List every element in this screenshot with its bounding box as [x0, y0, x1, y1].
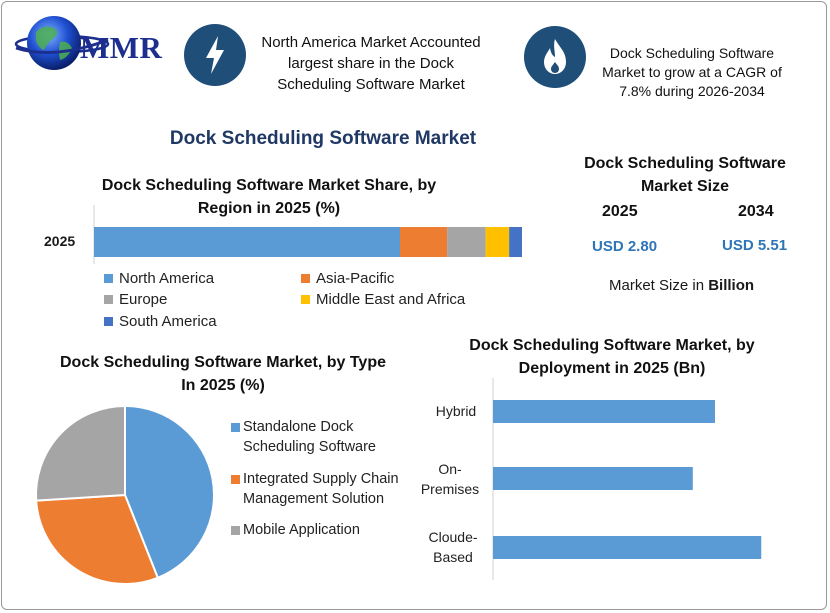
region-chart-title: Dock Scheduling Software Market Share, b…: [101, 177, 437, 217]
market-size-title: Dock Scheduling Software Market Size: [584, 155, 786, 195]
category-label-hybrid: Hybrid: [418, 401, 494, 421]
legend-swatch: [104, 274, 113, 283]
legend-swatch: [104, 295, 113, 304]
legend-label: Integrated Supply Chain Management Solut…: [243, 471, 399, 507]
category-label-line: Premises: [420, 481, 480, 497]
legend-middle-east-africa: Middle East and Africa: [301, 291, 465, 308]
legend-asia-pacific: Asia-Pacific: [301, 270, 394, 287]
deployment-chart-title: Dock Scheduling Software Market, by Depl…: [469, 337, 755, 377]
year-2025: 2025: [602, 203, 638, 220]
info-cagr: Dock Scheduling Software Market to grow …: [602, 45, 782, 99]
brand-name: MMR: [80, 30, 163, 65]
pie-legend-mobile: Mobile Application: [231, 520, 413, 540]
type-chart-title: Dock Scheduling Software Market, by Type…: [60, 354, 386, 394]
market-size-unit: Market Size in Billion: [609, 277, 754, 294]
legend-label: Europe: [119, 291, 168, 308]
legend-swatch: [301, 295, 310, 304]
mmr-logo: MMR: [14, 12, 174, 74]
legend-swatch: [104, 317, 113, 326]
legend-swatch: [231, 475, 240, 484]
pie-slice: [35, 404, 126, 502]
year-2034: 2034: [738, 203, 774, 220]
legend-label: South America: [119, 313, 217, 330]
legend-label: Asia-Pacific: [316, 270, 395, 287]
category-label-line: Cloude-: [428, 529, 478, 545]
region-bar-segment: [509, 227, 522, 257]
unit-prefix: Market Size in: [609, 277, 709, 294]
category-label-cloud-based: Cloude- Based: [418, 527, 488, 567]
info-north-america: North America Market Accounted largest s…: [261, 34, 481, 93]
flame-icon: [524, 26, 586, 88]
value-2034: USD 5.51: [722, 237, 788, 254]
page-title: Dock Scheduling Software Market: [169, 128, 477, 149]
globe-icon: [14, 16, 110, 70]
pie-legend-standalone: Standalone Dock Scheduling Software: [231, 417, 403, 457]
region-bar-segment: [485, 227, 510, 257]
legend-label: Middle East and Africa: [316, 291, 466, 308]
pie-slice: [35, 493, 160, 585]
pie-slice: [124, 404, 215, 580]
region-bar-segment: [400, 227, 448, 257]
region-bar-segment: [94, 227, 401, 257]
legend-swatch: [231, 423, 240, 432]
deployment-bar: [493, 467, 693, 490]
region-bar-category: 2025: [44, 233, 76, 249]
pie-legend-integrated: Integrated Supply Chain Management Solut…: [231, 469, 413, 509]
legend-label: Mobile Application: [243, 522, 360, 538]
category-label-line: On-: [438, 461, 462, 477]
legend-europe: Europe: [104, 291, 167, 308]
legend-south-america: South America: [104, 313, 217, 330]
legend-swatch: [231, 526, 240, 535]
legend-swatch: [301, 274, 310, 283]
category-label-line: Based: [433, 549, 473, 565]
deployment-bar: [493, 536, 762, 559]
deployment-bar: [493, 400, 715, 423]
legend-label: North America: [119, 270, 215, 287]
legend-label: Standalone Dock Scheduling Software: [243, 419, 376, 455]
value-2025: USD 2.80: [592, 238, 658, 255]
legend-north-america: North America: [104, 270, 214, 287]
category-label-line: Hybrid: [435, 403, 477, 419]
lightning-icon: [184, 24, 246, 86]
region-bar-segment: [447, 227, 486, 257]
unit-bold: Billion: [708, 277, 755, 294]
category-label-on-premises: On- Premises: [418, 459, 482, 499]
